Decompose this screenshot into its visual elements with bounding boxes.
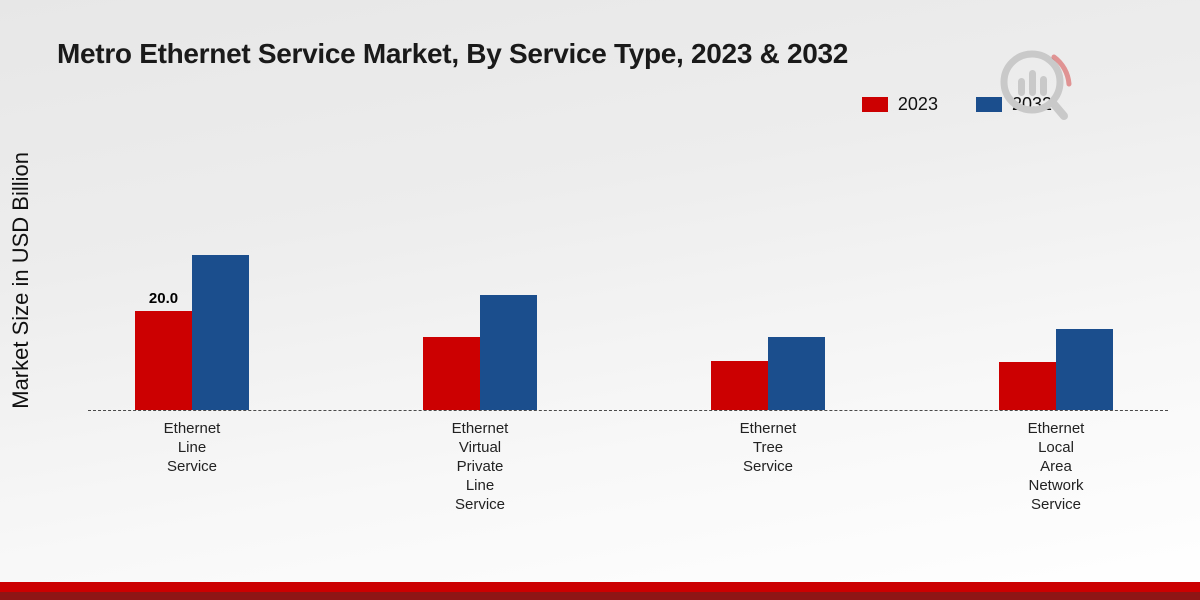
footer-red-band bbox=[0, 582, 1200, 592]
magnifier-bar-chart-logo-icon bbox=[986, 42, 1082, 131]
bar-2032 bbox=[192, 255, 249, 410]
chart-title: Metro Ethernet Service Market, By Servic… bbox=[57, 38, 849, 69]
bar-2023: 20.0 bbox=[135, 290, 192, 410]
bar-2032 bbox=[768, 337, 825, 410]
category-label: Ethernet Local Area Network Service bbox=[1027, 420, 1085, 514]
bar-group: Ethernet Tree Service bbox=[711, 337, 825, 475]
legend-swatch-2023 bbox=[861, 97, 888, 112]
bar-group: 20.0 Ethernet Line Service bbox=[135, 255, 249, 475]
bar-2023 bbox=[711, 361, 768, 410]
bar-value-label: 20.0 bbox=[148, 290, 179, 307]
bar-group: Ethernet Local Area Network Service bbox=[999, 328, 1113, 513]
bar-2023 bbox=[423, 337, 480, 410]
bar-2032 bbox=[480, 295, 537, 410]
bar-group: Ethernet Virtual Private Line Service bbox=[423, 295, 537, 513]
x-axis-baseline bbox=[88, 410, 1168, 411]
legend-label-2023: 2023 bbox=[897, 94, 938, 114]
legend-item-2023: 2023 bbox=[861, 94, 938, 115]
category-label: Ethernet Virtual Private Line Service bbox=[451, 420, 509, 514]
bar-2032 bbox=[1056, 328, 1113, 410]
category-label: Ethernet Tree Service bbox=[739, 420, 797, 476]
bar-2023 bbox=[999, 362, 1056, 410]
footer-dark-band bbox=[0, 592, 1200, 600]
category-label: Ethernet Line Service bbox=[163, 420, 221, 476]
legend-swatch-2032 bbox=[975, 97, 1002, 112]
